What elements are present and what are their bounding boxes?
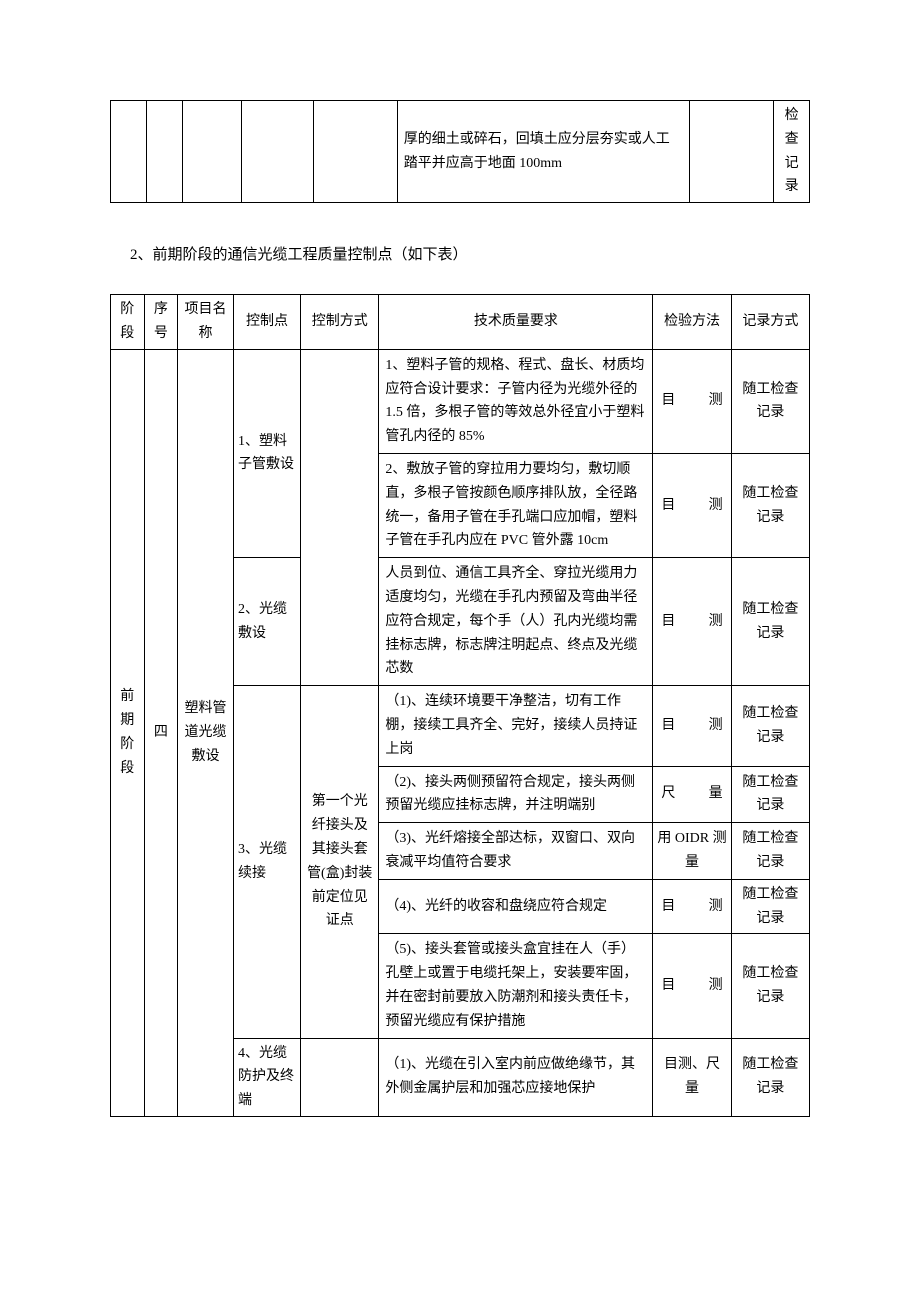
record-8: 随工检查记录: [731, 934, 809, 1038]
phase-cell: 前期阶段: [111, 349, 145, 1116]
col-inspect: 检验方法: [653, 295, 731, 350]
record-6: 随工检查记录: [731, 823, 809, 880]
tech-4: （1)、连续环境要干净整洁，切有工作棚，接续工具齐全、完好，接续人员持证上岗: [379, 686, 653, 766]
ctrlmethod-empty-2: [301, 1038, 379, 1116]
table-row: 前期阶段 四 塑料管道光缆敷设 1、塑料子管敷设 1、塑料子管的规格、程式、盘长…: [111, 349, 810, 453]
main-table: 阶段 序号 项目名称 控制点 控制方式 技术质量要求 检验方法 记录方式 前期阶…: [110, 294, 810, 1117]
col-project: 项目名称: [178, 295, 234, 350]
inspect-7: 目 测: [653, 879, 731, 934]
tech-3: 人员到位、通信工具齐全、穿拉光缆用力适度均匀，光缆在手孔内预留及弯曲半径应符合规…: [379, 558, 653, 686]
top-tech-cell: 厚的细土或碎石，回填土应分层夯实或人工踏平并应高于地面 100mm: [397, 101, 690, 203]
header-row: 阶段 序号 项目名称 控制点 控制方式 技术质量要求 检验方法 记录方式: [111, 295, 810, 350]
inspect-8: 目 测: [653, 934, 731, 1038]
ctrlpoint-3: 3、光缆续接: [234, 686, 301, 1038]
project-cell: 塑料管道光缆敷设: [178, 349, 234, 1116]
empty-cell: [690, 101, 774, 203]
tech-1: 1、塑料子管的规格、程式、盘长、材质均应符合设计要求：子管内径为光缆外径的 1.…: [379, 349, 653, 453]
ctrlpoint-4: 4、光缆防护及终端: [234, 1038, 301, 1116]
ctrlpoint-2: 2、光缆敷设: [234, 558, 301, 686]
record-2: 随工检查记录: [731, 453, 809, 557]
record-4: 随工检查记录: [731, 686, 809, 766]
record-5: 随工检查记录: [731, 766, 809, 823]
tech-5: （2)、接头两侧预留符合规定，接头两侧预留光缆应挂标志牌，并注明端别: [379, 766, 653, 823]
inspect-3: 目 测: [653, 558, 731, 686]
inspect-9: 目测、尺量: [653, 1038, 731, 1116]
seq-cell: 四: [144, 349, 178, 1116]
table-row: 厚的细土或碎石，回填土应分层夯实或人工踏平并应高于地面 100mm 检查记录: [111, 101, 810, 203]
record-3: 随工检查记录: [731, 558, 809, 686]
tech-2: 2、敷放子管的穿拉用力要均匀，敷切顺直，多根子管按颜色顺序排队放，全径路统一，备…: [379, 453, 653, 557]
col-ctrlmethod: 控制方式: [301, 295, 379, 350]
top-record-tail: 检查记录: [774, 101, 810, 203]
section-title: 2、前期阶段的通信光缆工程质量控制点（如下表）: [130, 243, 810, 264]
tech-6: （3)、光纤熔接全部达标，双窗口、双向衰减平均值符合要求: [379, 823, 653, 880]
tech-7: （4)、光纤的收容和盘绕应符合规定: [379, 879, 653, 934]
empty-cell: [314, 101, 398, 203]
inspect-1: 目 测: [653, 349, 731, 453]
empty-cell: [182, 101, 242, 203]
empty-cell: [146, 101, 182, 203]
ctrlpoint-1: 1、塑料子管敷设: [234, 349, 301, 557]
col-techreq: 技术质量要求: [379, 295, 653, 350]
document-page: 厚的细土或碎石，回填土应分层夯实或人工踏平并应高于地面 100mm 检查记录 2…: [0, 0, 920, 1302]
empty-cell: [111, 101, 147, 203]
col-ctrlpoint: 控制点: [234, 295, 301, 350]
record-1: 随工检查记录: [731, 349, 809, 453]
inspect-2: 目 测: [653, 453, 731, 557]
col-seq: 序号: [144, 295, 178, 350]
phase-text: 前期阶段: [120, 689, 134, 775]
tech-8: （5)、接头套管或接头盒宜挂在人（手）孔壁上或置于电缆托架上，安装要牢固，并在密…: [379, 934, 653, 1038]
top-fragment-table: 厚的细土或碎石，回填土应分层夯实或人工踏平并应高于地面 100mm 检查记录: [110, 100, 810, 203]
ctrlmethod-3: 第一个光纤接头及其接头套管(盒)封装前定位见证点: [301, 686, 379, 1038]
record-9: 随工检查记录: [731, 1038, 809, 1116]
tech-9: （1)、光缆在引入室内前应做绝缘节，其外侧金属护层和加强芯应接地保护: [379, 1038, 653, 1116]
col-record: 记录方式: [731, 295, 809, 350]
inspect-5: 尺 量: [653, 766, 731, 823]
inspect-4: 目 测: [653, 686, 731, 766]
ctrlmethod-empty: [301, 349, 379, 685]
col-phase: 阶段: [111, 295, 145, 350]
empty-cell: [242, 101, 314, 203]
record-7: 随工检查记录: [731, 879, 809, 934]
inspect-6: 用 OIDR 测量: [653, 823, 731, 880]
